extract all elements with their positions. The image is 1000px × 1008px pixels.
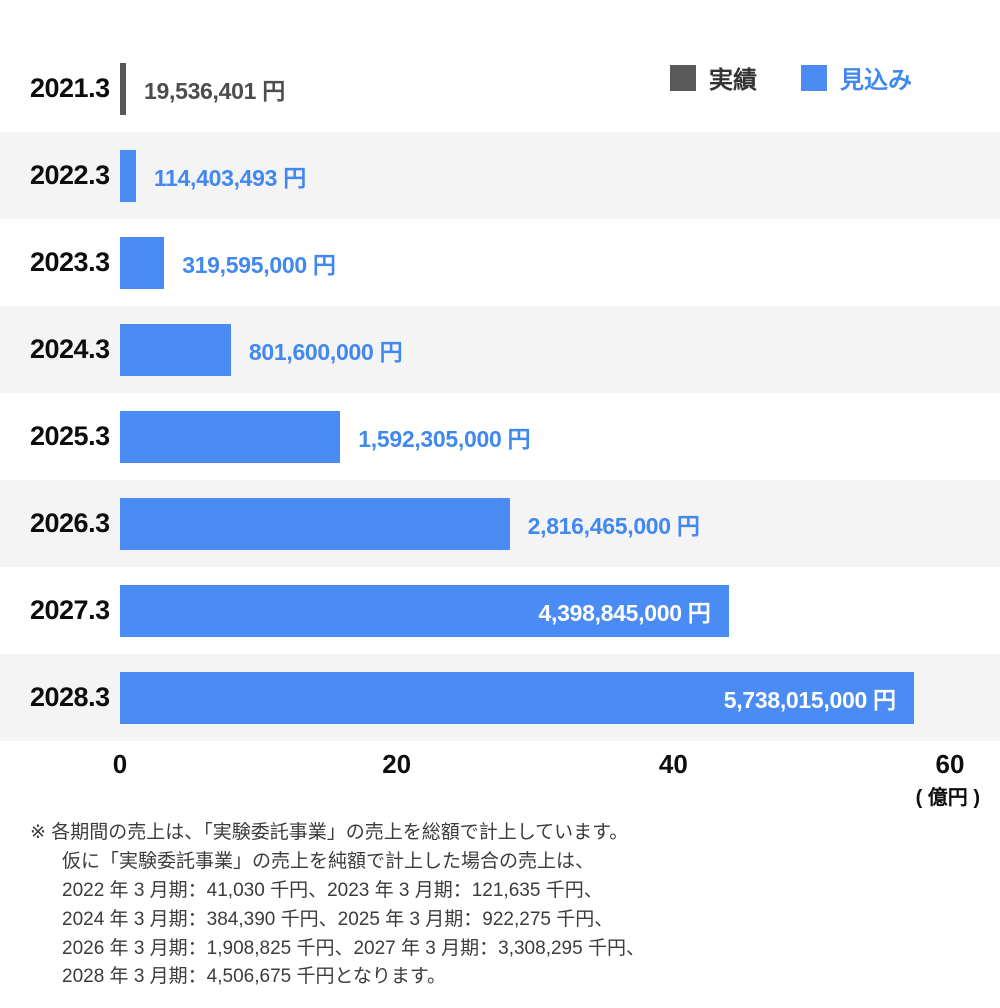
plot-area: 4,398,845,000 円 bbox=[120, 567, 950, 654]
bar-value-label: 114,403,493 円 bbox=[153, 164, 306, 191]
footnote-line: 2026 年 3 月期：1,908,825 千円、2027 年 3 月期：3,3… bbox=[62, 937, 645, 959]
plot-area: 19,536,401 円 bbox=[120, 45, 950, 132]
bar-value-label: 1,592,305,000 円 bbox=[358, 425, 531, 452]
legend-swatch-forecast bbox=[801, 64, 827, 91]
x-axis: 0 20 40 60 ( 億円 ) bbox=[113, 749, 980, 809]
plot-area: 319,595,000 円 bbox=[120, 219, 950, 306]
footnote-line: 2028 年 3 月期：4,506,675 千円となります。 bbox=[62, 966, 447, 988]
plot-area: 801,600,000 円 bbox=[120, 306, 950, 393]
bar-value-label: 4,398,845,000 円 bbox=[538, 599, 711, 626]
year-label: 2024.3 bbox=[30, 334, 110, 364]
legend-label-forecast: 見込み bbox=[840, 67, 912, 94]
chart-row-2028-3: 2028.3 5,738,015,000 円 bbox=[0, 654, 1000, 741]
chart-row-2023-3: 2023.3 319,595,000 円 bbox=[0, 219, 1000, 306]
footnote-line: 2022 年 3 月期：41,030 千円、2023 年 3 月期：121,63… bbox=[62, 879, 603, 901]
legend: 実績 見込み bbox=[670, 60, 912, 95]
plot-area: 5,738,015,000 円 bbox=[120, 654, 950, 741]
footnote-line: 2024 年 3 月期：384,390 千円、2025 年 3 月期：922,2… bbox=[62, 908, 614, 930]
year-label: 2023.3 bbox=[30, 247, 110, 277]
legend-item-forecast: 見込み bbox=[801, 60, 912, 95]
revenue-bar bbox=[120, 410, 341, 463]
legend-swatch-actual bbox=[670, 64, 696, 91]
chart-row-2024-3: 2024.3 801,600,000 円 bbox=[0, 306, 1000, 393]
chart-row-2025-3: 2025.3 1,592,305,000 円 bbox=[0, 393, 1000, 480]
bar-value-label: 2,816,465,000 円 bbox=[527, 512, 700, 539]
revenue-bar bbox=[120, 62, 126, 115]
chart-rows: 2021.3 19,536,401 円 2022.3 114,403,493 円… bbox=[0, 45, 1000, 741]
year-label: 2025.3 bbox=[30, 421, 110, 451]
x-axis-tick: 0 bbox=[112, 749, 128, 779]
x-axis-tick: 20 bbox=[382, 749, 412, 779]
year-label: 2028.3 bbox=[30, 682, 110, 712]
revenue-bar-chart: 実績 見込み 2021.3 19,536,401 円 2022.3 114,40… bbox=[0, 45, 1000, 809]
revenue-bar: 4,398,845,000 円 bbox=[120, 584, 729, 637]
revenue-bar bbox=[120, 149, 136, 202]
year-label: 2021.3 bbox=[30, 73, 110, 103]
revenue-bar bbox=[120, 236, 165, 289]
legend-item-actual: 実績 bbox=[670, 60, 757, 95]
bar-value-label: 19,536,401 円 bbox=[144, 77, 285, 104]
year-label: 2022.3 bbox=[30, 160, 110, 190]
bar-value-label: 5,738,015,000 円 bbox=[723, 686, 896, 713]
plot-area: 1,592,305,000 円 bbox=[120, 393, 950, 480]
footnote-line: ※ 各期間の売上は、「実験委託事業」の売上を総額で計上しています。 bbox=[30, 822, 629, 843]
year-label: 2026.3 bbox=[30, 508, 110, 538]
footnote: ※ 各期間の売上は、「実験委託事業」の売上を総額で計上しています。 仮に「実験委… bbox=[30, 819, 970, 992]
revenue-bar bbox=[120, 323, 231, 376]
x-axis-unit-label: ( 億円 ) bbox=[915, 787, 980, 809]
chart-row-2026-3: 2026.3 2,816,465,000 円 bbox=[0, 480, 1000, 567]
legend-label-actual: 実績 bbox=[709, 67, 757, 94]
chart-row-2027-3: 2027.3 4,398,845,000 円 bbox=[0, 567, 1000, 654]
bar-value-label: 319,595,000 円 bbox=[182, 251, 336, 278]
x-axis-tick: 40 bbox=[658, 749, 688, 779]
x-axis-tick: 60 bbox=[935, 749, 965, 779]
footnote-line: 仮に「実験委託事業」の売上を純額で計上した場合の売上は、 bbox=[62, 850, 595, 872]
chart-row-2021-3: 2021.3 19,536,401 円 bbox=[0, 45, 1000, 132]
bar-value-label: 801,600,000 円 bbox=[248, 338, 403, 365]
plot-area: 2,816,465,000 円 bbox=[120, 480, 950, 567]
chart-row-2022-3: 2022.3 114,403,493 円 bbox=[0, 132, 1000, 219]
revenue-bar: 5,738,015,000 円 bbox=[120, 671, 914, 724]
revenue-bar bbox=[120, 497, 510, 550]
plot-area: 114,403,493 円 bbox=[120, 132, 950, 219]
year-label: 2027.3 bbox=[30, 595, 110, 625]
